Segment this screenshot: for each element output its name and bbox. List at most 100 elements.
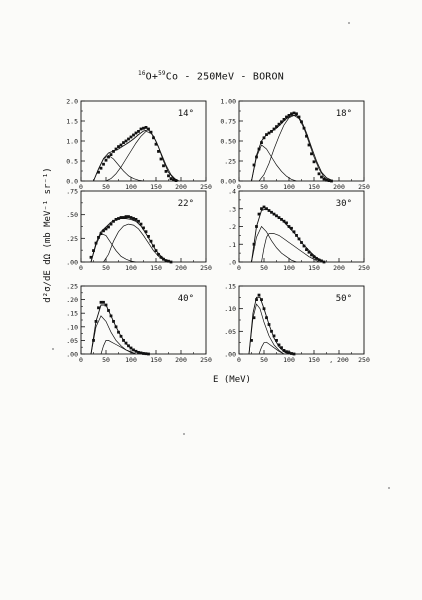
- model-curve: [261, 233, 320, 263]
- x-tick-label: 250: [358, 183, 370, 191]
- data-point: [122, 216, 125, 219]
- data-point: [310, 152, 313, 156]
- data-point: [250, 339, 253, 342]
- data-point: [114, 325, 118, 329]
- data-point: [154, 249, 158, 252]
- target-symbol: Co: [165, 71, 179, 83]
- data-point: [172, 178, 175, 182]
- y-tick-label: .00: [66, 259, 78, 267]
- data-point: [287, 351, 291, 354]
- x-tick-label: 100: [125, 183, 137, 191]
- projectile-symbol: O+: [145, 71, 159, 83]
- data-point: [97, 236, 100, 239]
- data-point: [102, 300, 105, 304]
- data-point: [275, 125, 278, 128]
- y-tick-label: .05: [224, 328, 236, 336]
- x-tick-label: 200: [175, 264, 187, 272]
- data-point: [152, 244, 155, 248]
- data-point: [257, 147, 261, 151]
- y-tick-label: 1.0: [66, 138, 78, 146]
- data-point: [129, 216, 133, 219]
- x-tick-label: 150: [150, 183, 162, 191]
- y-tick-label: .2: [228, 223, 236, 231]
- data-point: [305, 248, 308, 251]
- data-point: [297, 115, 301, 119]
- y-tick-label: .15: [224, 283, 236, 291]
- model-curve: [93, 129, 179, 182]
- data-point: [127, 344, 130, 348]
- data-point: [270, 329, 273, 333]
- y-tick-label: 0.50: [220, 138, 236, 146]
- data-point: [317, 172, 321, 176]
- x-tick-label: 100: [283, 264, 295, 272]
- model-curve: [251, 225, 297, 263]
- data-point: [315, 257, 318, 260]
- data-point: [282, 349, 286, 352]
- data-point: [287, 225, 291, 228]
- data-point: [305, 134, 308, 138]
- data-point: [92, 339, 95, 342]
- data-point: [330, 179, 333, 183]
- x-tick-label: 150: [308, 264, 320, 272]
- data-point: [144, 230, 148, 234]
- data-point: [147, 352, 150, 356]
- paper-speck: [52, 348, 54, 350]
- data-point: [104, 303, 108, 307]
- model-curve: [251, 114, 332, 182]
- y-tick-label: .4: [228, 188, 236, 196]
- angle-label: 30°: [336, 199, 352, 209]
- angle-label: 14°: [178, 109, 194, 119]
- data-point: [312, 255, 316, 259]
- data-point: [102, 229, 105, 233]
- data-point: [114, 218, 118, 221]
- data-point: [277, 216, 281, 219]
- data-point: [270, 130, 273, 133]
- y-tick-label: .0: [228, 259, 236, 267]
- data-point: [295, 112, 298, 116]
- y-tick-label: .25: [224, 158, 236, 166]
- x-tick-label: 50: [260, 356, 268, 364]
- panel-1: 0.0 0.5 1.0 1.5 2.0 0 50 100 150 200 250 14°: [66, 98, 212, 192]
- data-point: [89, 255, 93, 259]
- y-tick-label: .10: [66, 323, 78, 331]
- data-point: [307, 250, 311, 254]
- data-point: [119, 334, 123, 338]
- data-point: [134, 218, 138, 221]
- data-point: [260, 141, 263, 144]
- x-tick-label: 150: [308, 183, 320, 191]
- data-point: [322, 177, 326, 181]
- data-point: [257, 293, 261, 297]
- panel-2: 0.00 .25 0.50 0.75 1.00 0 50 100 150 200 250 18°: [220, 98, 370, 192]
- data-point: [167, 174, 170, 178]
- data-point: [119, 143, 123, 147]
- data-point: [137, 219, 140, 223]
- data-point: [99, 232, 103, 235]
- data-point: [280, 218, 283, 221]
- data-point: [94, 320, 98, 323]
- data-point: [295, 234, 298, 237]
- y-tick-label: 2.0: [66, 98, 78, 106]
- data-point: [112, 320, 115, 323]
- data-point: [292, 230, 296, 234]
- data-point: [139, 351, 143, 355]
- data-point: [124, 341, 128, 345]
- y-tick-label: .25: [66, 283, 78, 291]
- angle-label: 50°: [336, 294, 352, 304]
- data-point: [292, 111, 296, 115]
- y-tick-label: 0.00: [220, 178, 236, 186]
- data-point: [255, 225, 258, 228]
- paper-speck: [183, 433, 185, 435]
- x-tick-label: 50: [102, 264, 110, 272]
- data-point: [94, 241, 98, 245]
- y-tick-label: .50: [66, 211, 78, 219]
- data-point: [265, 133, 268, 136]
- data-point: [287, 114, 291, 117]
- data-point: [144, 126, 148, 129]
- data-point: [122, 339, 125, 342]
- data-point: [167, 259, 170, 263]
- x-tick-label: 50: [102, 183, 110, 191]
- paper-speck: [388, 487, 390, 489]
- x-tick-label: 200: [333, 183, 345, 191]
